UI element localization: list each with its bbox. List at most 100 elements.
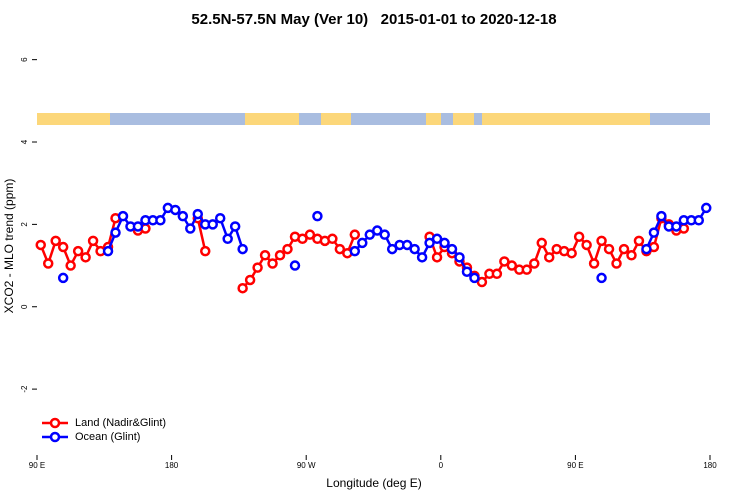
point bbox=[701, 202, 712, 214]
point bbox=[50, 235, 61, 247]
point bbox=[282, 243, 293, 255]
point bbox=[177, 210, 189, 222]
point bbox=[334, 243, 346, 255]
point bbox=[132, 221, 144, 232]
x-tick-label: 180 bbox=[165, 461, 179, 470]
point bbox=[259, 250, 271, 261]
point bbox=[656, 210, 667, 222]
point bbox=[72, 245, 84, 257]
point bbox=[618, 243, 630, 255]
point bbox=[693, 215, 705, 226]
point bbox=[192, 208, 204, 220]
x-tick-label: 0 bbox=[439, 461, 444, 470]
point bbox=[274, 250, 286, 261]
point bbox=[289, 260, 301, 271]
ocean-strip bbox=[650, 113, 710, 125]
point bbox=[207, 219, 218, 230]
point bbox=[581, 239, 592, 251]
legend: Land (Nadir&Glint) Ocean (Glint) bbox=[42, 417, 166, 443]
ocean-strip bbox=[474, 113, 482, 125]
point bbox=[633, 235, 645, 247]
point bbox=[521, 264, 533, 275]
y-tick-label: 4 bbox=[20, 139, 29, 144]
point bbox=[499, 256, 510, 267]
point bbox=[671, 221, 682, 232]
point bbox=[409, 243, 420, 255]
point bbox=[506, 260, 518, 271]
point bbox=[386, 243, 398, 255]
point bbox=[648, 227, 660, 238]
point bbox=[431, 252, 443, 263]
point bbox=[65, 260, 76, 271]
point bbox=[431, 233, 443, 245]
y-tick-label: -2 bbox=[20, 385, 29, 393]
point bbox=[596, 272, 607, 284]
point bbox=[237, 243, 248, 255]
point bbox=[244, 274, 256, 286]
point bbox=[469, 272, 480, 284]
point bbox=[349, 245, 361, 257]
point bbox=[229, 221, 241, 232]
y-tick-label: 0 bbox=[20, 304, 29, 309]
legend-marker bbox=[49, 417, 61, 429]
point bbox=[566, 247, 577, 259]
point bbox=[35, 239, 46, 251]
point bbox=[214, 212, 226, 224]
point bbox=[57, 241, 69, 253]
point bbox=[357, 237, 368, 249]
point bbox=[573, 231, 585, 242]
point bbox=[364, 229, 376, 240]
point bbox=[200, 245, 211, 257]
point bbox=[80, 252, 91, 263]
point bbox=[371, 225, 383, 236]
point bbox=[42, 258, 54, 269]
point bbox=[222, 233, 233, 245]
y-axis-label: XCO2 - MLO trend (ppm) bbox=[2, 179, 16, 314]
point bbox=[117, 210, 129, 222]
chart-title: 52.5N-57.5N May (Ver 10) 2015-01-01 to 2… bbox=[191, 11, 556, 28]
point bbox=[57, 272, 69, 284]
point bbox=[603, 243, 615, 255]
point bbox=[536, 237, 547, 249]
x-tick-label: 90 W bbox=[297, 461, 316, 470]
point bbox=[110, 227, 121, 238]
point bbox=[446, 243, 458, 255]
point bbox=[252, 262, 263, 273]
ocean-strip bbox=[110, 113, 245, 125]
x-tick-label: 180 bbox=[703, 461, 717, 470]
point bbox=[476, 276, 488, 288]
ocean-strip bbox=[441, 113, 453, 125]
legend-marker bbox=[49, 431, 61, 443]
point bbox=[641, 243, 652, 255]
point bbox=[439, 237, 450, 249]
x-tick-label: 90 E bbox=[567, 461, 583, 470]
point bbox=[401, 239, 413, 251]
point bbox=[596, 235, 607, 247]
point bbox=[529, 258, 540, 269]
point bbox=[611, 258, 622, 269]
x-axis-label: Longitude (deg E) bbox=[326, 476, 421, 490]
point bbox=[626, 250, 637, 261]
point bbox=[185, 223, 196, 234]
point bbox=[297, 233, 308, 245]
point bbox=[461, 266, 473, 277]
point bbox=[102, 245, 114, 257]
legend-label: Land (Nadir&Glint) bbox=[75, 417, 166, 429]
point bbox=[416, 252, 428, 263]
point bbox=[87, 235, 99, 247]
point bbox=[170, 204, 181, 216]
ocean-strip bbox=[351, 113, 426, 125]
point bbox=[304, 229, 316, 240]
legend-label: Ocean (Glint) bbox=[75, 431, 140, 443]
point bbox=[312, 210, 323, 222]
point bbox=[237, 282, 248, 294]
point bbox=[349, 229, 361, 240]
point bbox=[379, 229, 390, 240]
ocean-strip bbox=[299, 113, 321, 125]
point bbox=[454, 252, 465, 263]
point bbox=[588, 258, 600, 269]
y-tick-label: 2 bbox=[20, 222, 29, 227]
x-tick-label: 90 E bbox=[29, 461, 45, 470]
land-mask-band bbox=[37, 113, 710, 125]
